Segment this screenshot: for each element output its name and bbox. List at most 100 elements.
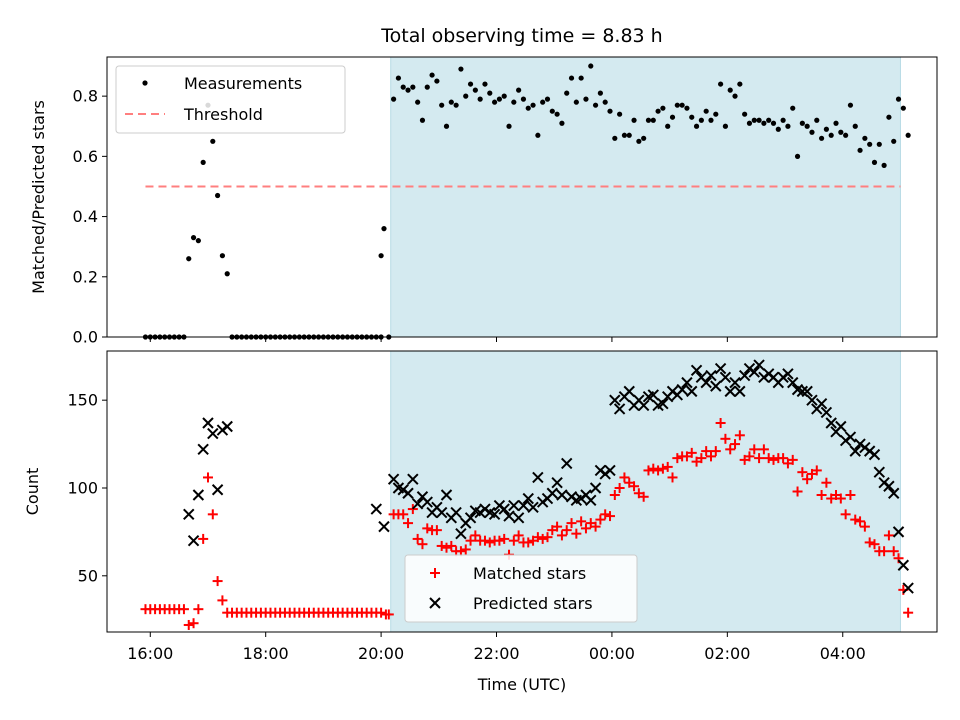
predicted-star-point	[849, 445, 861, 457]
measurement-point	[626, 132, 632, 138]
matched-star-point	[855, 516, 866, 527]
x-tick-label: 18:00	[243, 644, 289, 663]
predicted-star-point	[690, 364, 703, 377]
predicted-star-point-b	[517, 499, 530, 512]
measurement-point	[200, 159, 206, 165]
matched-star-point	[217, 595, 228, 606]
predicted-star-point	[517, 499, 530, 512]
predicted-star-point	[897, 559, 910, 571]
predicted-star-point-b	[753, 359, 765, 371]
measurement-point	[684, 105, 690, 111]
measurement-point	[790, 105, 796, 111]
predicted-star-point	[498, 503, 510, 515]
measurement-point	[867, 141, 873, 147]
measurement-point	[905, 132, 911, 138]
measurement-point	[597, 90, 603, 96]
matched-star-point	[403, 518, 414, 529]
measurement-point	[219, 253, 226, 259]
measurement-point	[698, 117, 704, 123]
predicted-star-point	[883, 480, 895, 492]
legend-label-threshold: Threshold	[183, 105, 263, 124]
top-legend-frame	[115, 65, 346, 134]
x-axis-label: Time (UTC)	[477, 675, 566, 694]
predicted-star-point-b	[767, 371, 780, 384]
matched-star-point	[576, 516, 587, 527]
measurement-point	[477, 96, 483, 102]
matched-star-point	[749, 444, 760, 455]
predicted-star-point-b	[183, 508, 195, 521]
measurement-point	[679, 102, 685, 108]
predicted-star-point	[815, 397, 828, 410]
predicted-star-point	[609, 394, 621, 406]
predicted-star-point	[873, 466, 886, 478]
predicted-star-point	[657, 397, 669, 410]
matched-star-point	[470, 530, 481, 541]
bottom-panel: 50 100 150 16:00 18:00 20:00 22:00 00:00 02:00 0…	[23, 350, 938, 694]
measurement-point	[631, 117, 637, 123]
chart-title: Total observing time = 8.83 h	[380, 25, 662, 47]
matched-star-point	[705, 451, 716, 462]
measurement-point	[756, 117, 762, 123]
bottom-legend-frame	[404, 554, 638, 623]
predicted-star-point-b	[734, 385, 746, 398]
predicted-star-point-b	[187, 534, 200, 547]
matched-star-point	[571, 528, 582, 539]
predicted-star-point-b	[464, 512, 477, 524]
predicted-star-point	[647, 389, 659, 401]
predicted-star-point-b	[787, 376, 799, 389]
measurement-point	[645, 117, 652, 123]
measurement-point	[186, 256, 192, 262]
predicted-star-point-b	[585, 494, 597, 506]
predicted-star-point	[378, 520, 390, 533]
predicted-star-point-b	[695, 371, 708, 384]
matched-star-point	[542, 532, 553, 543]
predicted-star-point-b	[512, 512, 525, 524]
measurement-point	[487, 90, 493, 96]
predicted-star-point	[637, 399, 650, 412]
matched-star-point	[202, 472, 213, 483]
matched-star-point	[672, 453, 683, 464]
measurement-point	[378, 253, 384, 259]
matched-star-point	[600, 509, 611, 520]
predicted-star-point-b	[825, 417, 837, 429]
predicted-star-point-b	[700, 376, 712, 389]
matched-star-point	[643, 465, 654, 476]
predicted-star-point-b	[589, 482, 602, 494]
x-tick-label: 02:00	[704, 644, 750, 663]
legend-label-matched-stars: Matched stars	[473, 564, 586, 583]
top-y-axis: 0.0 0.2 0.4 0.6 0.8	[73, 87, 107, 347]
legend-entry-measurements: Measurements	[142, 74, 302, 93]
measurement-point	[592, 102, 599, 108]
measurement-point	[838, 129, 844, 135]
measurement-point	[881, 162, 887, 168]
predicted-star-point-b	[416, 491, 429, 503]
top-axes-frame	[106, 56, 938, 338]
predicted-star-point-b	[207, 427, 219, 440]
measurement-point	[588, 63, 594, 69]
x-tick-label: 16:00	[127, 644, 173, 663]
predicted-star-point	[892, 526, 905, 538]
predicted-star-point	[787, 376, 799, 389]
matched-star-point	[479, 535, 490, 546]
measurement-point	[713, 111, 719, 117]
predicted-star-point-b	[546, 487, 559, 499]
measurement-point	[895, 96, 902, 102]
predicted-star-point-b	[202, 417, 214, 429]
measurement-point	[847, 102, 854, 108]
measurement-point	[621, 132, 628, 138]
measurement-point	[568, 75, 575, 81]
measurement-point	[891, 138, 897, 144]
matched-star-point	[715, 418, 726, 429]
y-tick-label: 0.4	[73, 207, 98, 226]
predicted-star-point-b	[724, 385, 736, 398]
measurement-point	[617, 111, 623, 117]
predicted-star-point	[508, 499, 520, 512]
measurement-point	[799, 120, 805, 126]
matched-star-point	[811, 465, 822, 476]
predicted-star-point	[561, 457, 573, 470]
measurement-point	[722, 123, 729, 129]
measurement-point	[828, 132, 834, 138]
predicted-star-point	[724, 385, 736, 398]
measurement-point	[496, 96, 502, 102]
measurement-point	[511, 99, 517, 105]
